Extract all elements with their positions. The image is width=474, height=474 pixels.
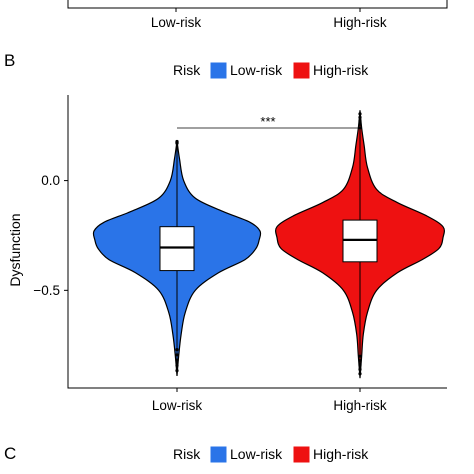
y-axis-label: Dysfunction (7, 213, 23, 286)
axis-frame (67, 95, 447, 389)
top-tick-label-low: Low-risk (151, 15, 202, 30)
legend-c-label-low: Low-risk (230, 446, 283, 462)
legend-c-label-high: High-risk (313, 446, 369, 462)
x-tick-label: Low-risk (152, 398, 203, 413)
top-tick-label-high: High-risk (333, 15, 387, 30)
y-tick-label: −0.5 (33, 283, 60, 298)
legend-c-title: Risk (173, 446, 201, 462)
legend-b-swatch-low (209, 61, 228, 80)
y-tick-label: 0.0 (41, 173, 60, 188)
x-ticks: Low-risk High-risk (152, 388, 387, 413)
x-tick-label: High-risk (333, 398, 387, 413)
legend-b-title: Risk (173, 62, 201, 78)
panel-c: C Risk Low-risk High-risk (4, 444, 369, 464)
panel-c-label: C (4, 444, 16, 463)
y-ticks: 0.0 −0.5 (33, 173, 68, 298)
panel-b: B Risk Low-risk High-risk Dysfunction 0.… (4, 51, 447, 413)
legend-b-label-high: High-risk (313, 62, 369, 78)
legend-b: Risk Low-risk High-risk (173, 61, 369, 80)
violin-group-low-risk (92, 139, 262, 376)
significance-bracket: *** (177, 114, 360, 129)
top-panel: Low-risk High-risk (67, 0, 448, 30)
top-panel-axes (67, 0, 448, 9)
violin-group-high-risk (275, 110, 445, 379)
plot-area (92, 110, 445, 379)
legend-c-swatch-high (292, 445, 311, 464)
legend-b-swatch-high (292, 61, 311, 80)
legend-c: Risk Low-risk High-risk (173, 445, 369, 464)
legend-c-swatch-low (209, 445, 228, 464)
significance-label: *** (260, 114, 275, 129)
panel-b-label: B (4, 51, 15, 70)
legend-b-label-low: Low-risk (230, 62, 283, 78)
